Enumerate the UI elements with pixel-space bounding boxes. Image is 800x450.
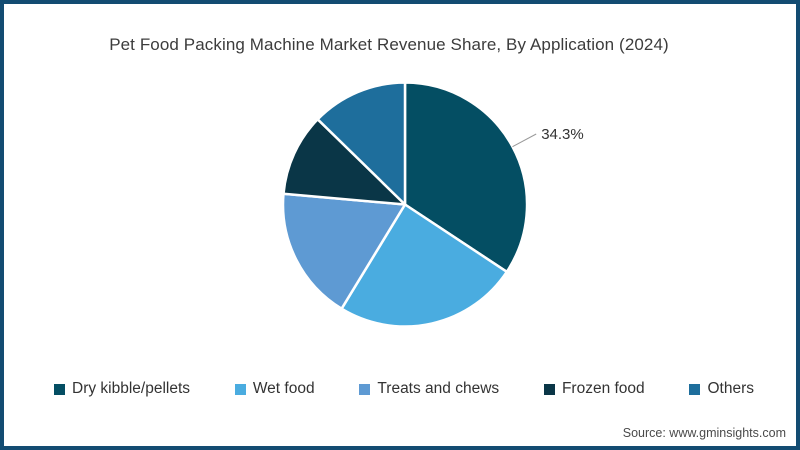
- legend-label: Treats and chews: [377, 380, 500, 397]
- legend-item-frozen-food[interactable]: Frozen food: [543, 380, 645, 398]
- legend-label: Frozen food: [561, 380, 645, 397]
- legend-item-wet-food[interactable]: Wet food: [234, 380, 315, 398]
- chart-legend: Dry kibble/pellets Wet food Treats and c…: [54, 380, 754, 398]
- legend-item-treats-and-chews[interactable]: Treats and chews: [359, 380, 499, 398]
- pie-slice-frozen-food[interactable]: [282, 118, 407, 206]
- pie-slice-treats-and-chews[interactable]: [281, 192, 407, 310]
- legend-swatch-icon: [234, 383, 246, 395]
- data-label-leader-line: [512, 133, 537, 148]
- legend-label: Others: [707, 380, 754, 397]
- legend-swatch-icon: [689, 383, 701, 395]
- legend-swatch-icon: [543, 383, 555, 395]
- legend-label: Wet food: [252, 380, 315, 397]
- legend-item-dry-kibble-pellets[interactable]: Dry kibble/pellets: [54, 380, 190, 398]
- pie-chart: 34.3%: [281, 81, 584, 328]
- source-attribution: Source: www.gminsights.com: [622, 426, 786, 440]
- pie-slice-others[interactable]: [316, 81, 407, 206]
- pie-data-label: 34.3%: [541, 126, 584, 143]
- legend-label: Dry kibble/pellets: [72, 380, 191, 397]
- legend-swatch-icon: [359, 383, 371, 395]
- legend-item-others[interactable]: Others: [689, 380, 754, 398]
- legend-swatch-icon: [54, 383, 65, 395]
- pie-slice-wet-food[interactable]: [340, 203, 509, 328]
- chart-title: Pet Food Packing Machine Market Revenue …: [109, 35, 669, 54]
